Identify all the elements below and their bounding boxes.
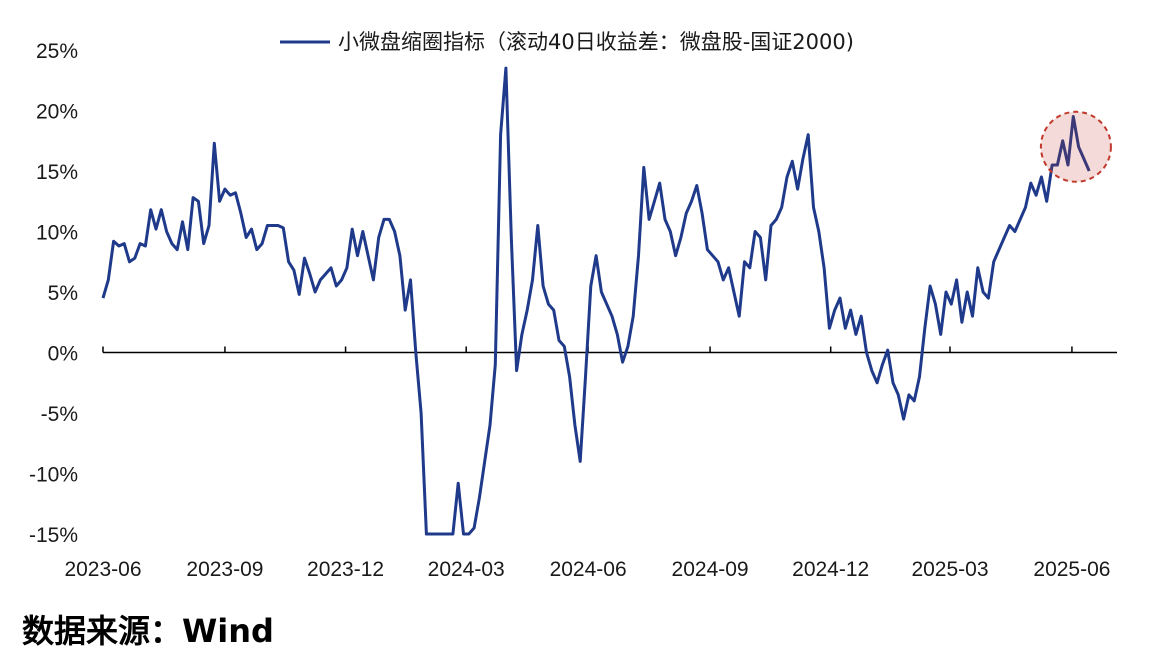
y-tick-label: 20% xyxy=(36,101,78,124)
x-tick-label: 2023-06 xyxy=(64,558,141,581)
y-tick-label: -10% xyxy=(29,464,78,487)
x-tick-label: 2025-06 xyxy=(1033,558,1110,581)
series-line xyxy=(101,66,1091,536)
y-tick-label: 5% xyxy=(48,282,78,305)
source-note: 数据来源：Wind xyxy=(22,612,274,650)
y-tick-label: 10% xyxy=(36,222,78,245)
legend-label: 小微盘缩圈指标（滚动40日收益差：微盘股-国证2000) xyxy=(338,30,854,54)
x-axis: 2023-06 2023-09 2023-12 2024-03 2024-06 2024-… xyxy=(64,346,1110,581)
x-tick-label: 2023-09 xyxy=(186,558,263,581)
highlight-circle-annotation xyxy=(1039,110,1112,183)
y-tick-label: 15% xyxy=(36,161,78,184)
x-tick-label: 2025-03 xyxy=(911,558,988,581)
x-tick-label: 2024-06 xyxy=(550,558,627,581)
x-tick-label: 2024-03 xyxy=(428,558,505,581)
y-tick-label: 25% xyxy=(36,40,78,63)
line-chart: 小微盘缩圈指标（滚动40日收益差：微盘股-国证2000) 25% 20% 15% 10… xyxy=(29,30,1117,581)
y-axis: 25% 20% 15% 10% 5% 0% -5% -10% -15% xyxy=(29,40,78,547)
y-tick-label: -5% xyxy=(41,403,78,426)
x-tick-label: 2024-12 xyxy=(792,558,869,581)
x-tick-label: 2023-12 xyxy=(307,558,384,581)
legend: 小微盘缩圈指标（滚动40日收益差：微盘股-国证2000) xyxy=(280,30,854,54)
x-tick-label: 2024-09 xyxy=(672,558,749,581)
y-tick-label: -15% xyxy=(29,524,78,547)
y-tick-label: 0% xyxy=(48,343,78,366)
